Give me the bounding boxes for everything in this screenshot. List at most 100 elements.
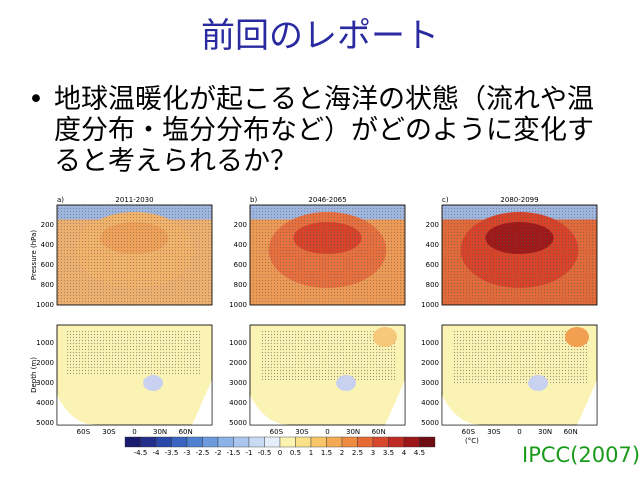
atmos-dots bbox=[442, 205, 597, 305]
colorbar-label: -1 bbox=[246, 449, 253, 457]
ocean-cool bbox=[528, 375, 549, 391]
colorbar-label: -0.5 bbox=[258, 449, 272, 457]
ocean-frame bbox=[441, 324, 598, 426]
axis-label: Depth (m) bbox=[30, 357, 38, 393]
y-tick-label: 3000 bbox=[36, 379, 54, 387]
ocean-floor bbox=[442, 380, 597, 425]
colorbar-label: -4 bbox=[153, 449, 161, 457]
ocean-floor bbox=[57, 380, 212, 425]
axis-label: Pressure (hPa) bbox=[30, 230, 38, 280]
y-tick-label: 3000 bbox=[421, 379, 439, 387]
ocean-floor bbox=[250, 380, 405, 425]
panel-label: c) bbox=[442, 196, 449, 204]
x-tick-label: 60S bbox=[462, 428, 476, 436]
x-tick-label: 60N bbox=[372, 428, 386, 436]
y-tick-label: 600 bbox=[234, 261, 247, 269]
colorbar-box bbox=[264, 436, 281, 448]
panel-period: 2011-2030 bbox=[115, 196, 153, 204]
colorbar-box bbox=[155, 436, 172, 448]
x-tick-label: 60N bbox=[179, 428, 193, 436]
colorbar-box bbox=[140, 436, 157, 448]
colorbar-unit: (°C) bbox=[465, 437, 479, 445]
y-tick-label: 400 bbox=[426, 241, 439, 249]
colorbar-label: 2.5 bbox=[352, 449, 363, 457]
colorbar-label: 0 bbox=[278, 449, 282, 457]
colorbar-box bbox=[419, 436, 436, 448]
colorbar-label: 2 bbox=[340, 449, 344, 457]
colorbar-box bbox=[403, 436, 420, 448]
x-tick-label: 60S bbox=[270, 428, 284, 436]
x-tick-label: 30N bbox=[153, 428, 167, 436]
y-tick-label: 800 bbox=[426, 281, 439, 289]
colorbar-label: 3.5 bbox=[383, 449, 394, 457]
atmos-dots bbox=[250, 205, 405, 305]
y-tick-label: 800 bbox=[41, 281, 54, 289]
atmos-frame bbox=[56, 204, 213, 306]
ocean-dots bbox=[452, 330, 587, 385]
bullet-text: 地球温暖化が起こると海洋の状態（流れや温度分布・塩分分布など）がどのように変化す… bbox=[54, 84, 594, 177]
bullet-mark: • bbox=[28, 84, 44, 115]
y-tick-label: 1000 bbox=[229, 301, 247, 309]
y-tick-label: 400 bbox=[234, 241, 247, 249]
x-tick-label: 60N bbox=[564, 428, 578, 436]
x-tick-label: 0 bbox=[325, 428, 329, 436]
y-tick-label: 1000 bbox=[36, 339, 54, 347]
colorbar-label: 3 bbox=[371, 449, 375, 457]
y-tick-label: 4000 bbox=[36, 399, 54, 407]
panel-label: a) bbox=[57, 196, 64, 204]
panel-label: b) bbox=[250, 196, 257, 204]
y-tick-label: 3000 bbox=[229, 379, 247, 387]
y-tick-label: 800 bbox=[234, 281, 247, 289]
colorbar-box bbox=[186, 436, 203, 448]
x-tick-label: 30S bbox=[295, 428, 309, 436]
colorbar-label: -1.5 bbox=[227, 449, 241, 457]
slide-title: 前回のレポート bbox=[201, 16, 439, 56]
y-tick-label: 2000 bbox=[36, 359, 54, 367]
y-tick-label: 5000 bbox=[36, 419, 54, 427]
atmos-frame bbox=[441, 204, 598, 306]
x-tick-label: 60S bbox=[77, 428, 91, 436]
y-tick-label: 600 bbox=[41, 261, 54, 269]
y-tick-label: 5000 bbox=[229, 419, 247, 427]
colorbar-box bbox=[233, 436, 250, 448]
y-tick-label: 2000 bbox=[229, 359, 247, 367]
y-tick-label: 4000 bbox=[229, 399, 247, 407]
colorbar-box bbox=[388, 436, 405, 448]
y-tick-label: 600 bbox=[426, 261, 439, 269]
ocean-warm bbox=[373, 327, 397, 347]
ocean-frame bbox=[249, 324, 406, 426]
y-tick-label: 1000 bbox=[421, 301, 439, 309]
y-tick-label: 1000 bbox=[421, 339, 439, 347]
colorbar-box bbox=[295, 436, 312, 448]
colorbar-label: 0.5 bbox=[290, 449, 301, 457]
ocean-dots bbox=[260, 330, 395, 380]
x-tick-label: 30S bbox=[102, 428, 116, 436]
colorbar-box bbox=[357, 436, 374, 448]
colorbar-box bbox=[372, 436, 389, 448]
colorbar-box bbox=[202, 436, 219, 448]
colorbar-label: -2 bbox=[215, 449, 222, 457]
colorbar-box bbox=[341, 436, 358, 448]
ocean-dots bbox=[67, 330, 202, 375]
ocean-warm bbox=[565, 327, 589, 347]
colorbar-label: 4.5 bbox=[414, 449, 425, 457]
x-tick-label: 30S bbox=[487, 428, 501, 436]
x-tick-label: 30N bbox=[538, 428, 552, 436]
source: IPCC(2007) bbox=[522, 443, 640, 467]
colorbar-box bbox=[310, 436, 327, 448]
y-tick-label: 400 bbox=[41, 241, 54, 249]
x-tick-label: 0 bbox=[517, 428, 521, 436]
x-tick-label: 30N bbox=[346, 428, 360, 436]
y-tick-label: 1000 bbox=[229, 339, 247, 347]
x-tick-label: 0 bbox=[132, 428, 136, 436]
colorbar-box bbox=[124, 436, 141, 448]
colorbar-label: -3.5 bbox=[165, 449, 179, 457]
y-tick-label: 200 bbox=[426, 221, 439, 229]
colorbar-box bbox=[279, 436, 296, 448]
y-tick-label: 2000 bbox=[421, 359, 439, 367]
atmos-dots bbox=[57, 205, 212, 305]
y-tick-label: 5000 bbox=[421, 419, 439, 427]
y-tick-label: 4000 bbox=[421, 399, 439, 407]
ocean-cool bbox=[143, 375, 164, 391]
